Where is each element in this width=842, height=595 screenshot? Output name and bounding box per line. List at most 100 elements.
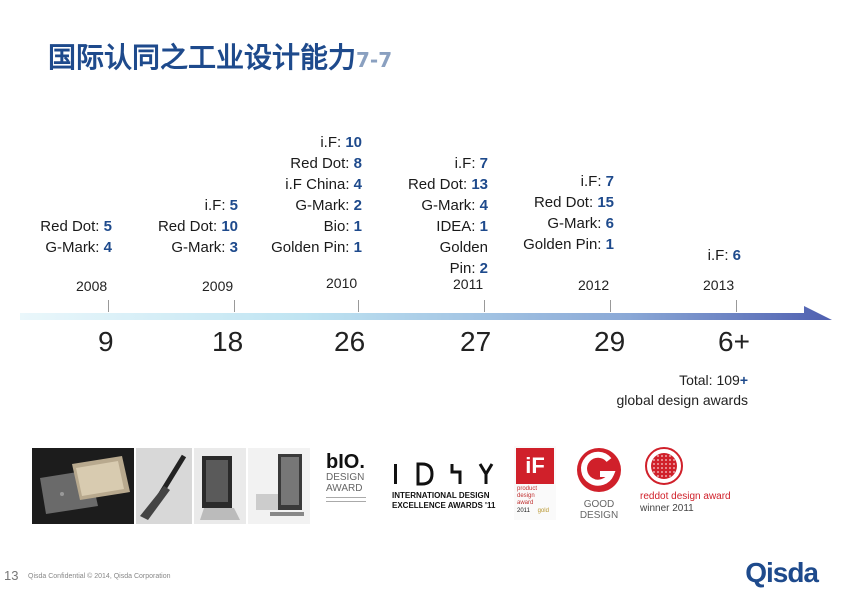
award-name: G-Mark:	[45, 239, 104, 256]
award-entry: G-Mark: 3	[158, 237, 238, 258]
award-entry: i.F: 10	[271, 132, 362, 153]
title-main: 国际认同之工业设计能力	[48, 41, 357, 74]
idea-logo-line: EXCELLENCE AWARDS '11	[392, 501, 496, 510]
good-design-line: DESIGN	[579, 510, 619, 521]
good-design-award-logo: GOOD DESIGN	[574, 446, 624, 521]
award-count: 26	[334, 326, 366, 357]
total-plus: +	[739, 372, 748, 388]
if-logo-line: award	[517, 500, 534, 506]
award-name: Golden Pin:	[271, 239, 354, 256]
product-photo-stand	[136, 448, 192, 524]
award-value: 6	[732, 247, 741, 264]
total-awards: Total: 109+ global design awards	[616, 370, 748, 410]
award-name: G-Mark:	[171, 239, 230, 256]
award-value: 4	[479, 197, 488, 214]
award-entry: Golden	[408, 237, 488, 258]
footer-confidential: Qisda Confidential © 2014, Qisda Corpora…	[28, 573, 171, 580]
award-entry: Golden Pin: 1	[271, 237, 362, 258]
award-count: 18	[212, 326, 244, 357]
year-label: 2010	[326, 275, 358, 291]
award-name: Golden	[439, 239, 488, 256]
product-photo-dark	[32, 448, 134, 524]
page-title: 国际认同之工业设计能力7-7	[48, 36, 392, 76]
award-value: 1	[479, 218, 488, 235]
if-logo-mark: iF	[516, 448, 554, 484]
good-design-mark-icon	[577, 448, 621, 492]
award-value: 10	[345, 134, 362, 151]
total-label: Total: 109	[679, 372, 740, 388]
award-name: Bio:	[323, 218, 354, 235]
year-label: 2013	[703, 277, 735, 293]
year-label: 2012	[578, 277, 610, 293]
award-name: Red Dot:	[407, 176, 472, 193]
award-value: 1	[353, 239, 362, 256]
if-gold-award-logo: iF product design award 2011 gold	[514, 446, 556, 520]
award-list-2012: i.F: 7 Red Dot: 15 G-Mark: 6 Golden Pin: 1	[523, 171, 614, 255]
award-name: i.F:	[204, 197, 230, 214]
timeline-tick	[610, 300, 611, 312]
award-value: 4	[353, 176, 362, 193]
timeline-tick	[358, 300, 359, 312]
total-caption: global design awards	[616, 392, 748, 408]
award-name: Red Dot:	[533, 194, 598, 211]
award-entry: Bio: 1	[271, 216, 362, 237]
reddot-award-logo: reddot design award winner 2011	[640, 446, 760, 515]
timeline-tick	[234, 300, 235, 312]
award-value: 6	[605, 215, 614, 232]
bio-logo-bars	[326, 497, 366, 505]
award-count: 27	[460, 326, 492, 357]
award-entry: Red Dot: 13	[408, 174, 488, 195]
award-value: 1	[353, 218, 362, 235]
award-name: Pin:	[449, 260, 480, 277]
idea-award-logo: INTERNATIONAL DESIGN EXCELLENCE AWARDS '…	[392, 462, 502, 511]
bio-logo-line: AWARD	[326, 483, 363, 494]
award-entry: i.F: 6	[708, 245, 741, 266]
bio-logo-text: bIO.	[326, 451, 365, 473]
award-count: 9	[98, 326, 114, 357]
award-value: 2	[479, 260, 488, 277]
award-name: G-Mark:	[547, 215, 606, 232]
award-name: i.F:	[707, 247, 733, 264]
reddot-mark-icon	[645, 447, 683, 485]
award-name: G-Mark:	[295, 197, 354, 214]
award-entry: Red Dot: 5	[40, 216, 112, 237]
product-photo-monitor	[248, 448, 310, 524]
if-logo-year: 2011	[517, 508, 530, 514]
award-value: 5	[229, 197, 238, 214]
award-entry: IDEA: 1	[408, 216, 488, 237]
award-name: Red Dot:	[157, 218, 222, 235]
award-entry: G-Mark: 6	[523, 213, 614, 234]
page-number: 13	[4, 568, 19, 583]
year-label: 2009	[202, 278, 234, 294]
award-value: 10	[221, 218, 238, 235]
reddot-line: reddot design award	[640, 491, 731, 502]
award-name: IDEA:	[436, 218, 480, 235]
award-entry: i.F: 7	[408, 153, 488, 174]
award-name: i.F China:	[285, 176, 354, 193]
good-design-line: GOOD	[583, 499, 615, 510]
timeline-tick	[484, 300, 485, 312]
award-name: G-Mark:	[421, 197, 480, 214]
award-name: Golden Pin:	[523, 236, 606, 253]
award-value: 2	[353, 197, 362, 214]
product-photo-tablet	[194, 448, 246, 524]
award-list-2009: i.F: 5 Red Dot: 10 G-Mark: 3	[158, 195, 238, 258]
year-label: 2011	[453, 276, 484, 292]
award-name: i.F:	[454, 155, 480, 172]
award-value: 5	[103, 218, 112, 235]
award-name: Red Dot:	[290, 155, 354, 172]
idea-logo-line: INTERNATIONAL DESIGN	[392, 491, 490, 500]
award-entry: Red Dot: 8	[271, 153, 362, 174]
bio-design-award-logo: bIO. DESIGN AWARD	[326, 452, 376, 505]
award-entry: Golden Pin: 1	[523, 234, 614, 255]
award-value: 7	[605, 173, 614, 190]
award-entry: i.F: 7	[523, 171, 614, 192]
award-list-2008: Red Dot: 5 G-Mark: 4	[40, 216, 112, 258]
award-entry: i.F China: 4	[271, 174, 362, 195]
year-label: 2008	[76, 278, 108, 294]
award-name: i.F:	[320, 134, 346, 151]
award-value: 15	[597, 194, 614, 211]
award-value: 1	[605, 236, 614, 253]
award-entry: G-Mark: 4	[40, 237, 112, 258]
award-list-2011: i.F: 7 Red Dot: 13 G-Mark: 4 IDEA: 1 Golden P…	[408, 153, 488, 279]
